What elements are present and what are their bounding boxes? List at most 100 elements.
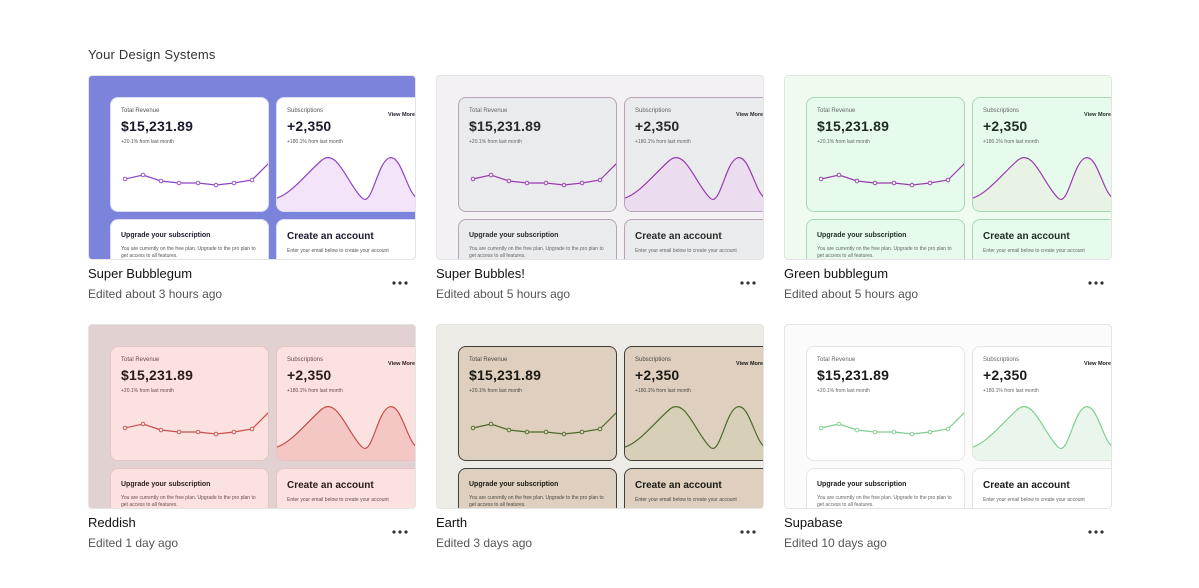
design-system-name[interactable]: Green bubblegum [784, 266, 889, 281]
total-revenue-label: Total Revenue [817, 108, 856, 114]
revenue-point [909, 431, 915, 437]
more-options-button[interactable] [390, 275, 410, 291]
subscriptions-value: +2,350 [287, 367, 332, 383]
more-options-button[interactable] [1086, 524, 1106, 540]
subscriptions-label: Subscriptions [287, 357, 324, 363]
revenue-point [561, 431, 567, 437]
subscriptions-label: Subscriptions [287, 108, 324, 114]
subscriptions-series-line [973, 157, 1111, 201]
subscriptions-area-chart [625, 406, 763, 460]
total-revenue-label: Total Revenue [469, 108, 508, 114]
design-system-preview[interactable]: Total Revenue $15,231.89 +20.1% from las… [436, 75, 764, 260]
upgrade-title: Upgrade your subscription [469, 232, 559, 239]
design-system-card[interactable]: Total Revenue $15,231.89 +20.1% from las… [436, 75, 764, 301]
revenue-point [945, 177, 951, 183]
view-more-link: View More [388, 361, 416, 367]
revenue-point [561, 182, 567, 188]
subscriptions-value: +2,350 [983, 118, 1028, 134]
create-account-panel: Create an account Enter your email below… [276, 219, 415, 259]
revenue-point [488, 421, 494, 427]
design-system-card[interactable]: Total Revenue $15,231.89 +20.1% from las… [88, 75, 416, 301]
create-account-description: Enter your email below to create your ac… [635, 248, 737, 254]
create-account-description: Enter your email below to create your ac… [983, 248, 1085, 254]
design-system-name[interactable]: Supabase [784, 515, 843, 530]
subscriptions-value: +2,350 [983, 367, 1028, 383]
revenue-point [249, 426, 255, 432]
revenue-point [945, 426, 951, 432]
subscriptions-change: +180.1% from last month [983, 388, 1039, 394]
more-options-button[interactable] [738, 275, 758, 291]
subscriptions-area-fill [973, 157, 1111, 211]
revenue-point [488, 172, 494, 178]
revenue-panel: Total Revenue $15,231.89 +20.1% from las… [458, 97, 617, 212]
revenue-point [579, 429, 585, 435]
design-system-preview[interactable]: Total Revenue $15,231.89 +20.1% from las… [784, 75, 1112, 260]
design-system-preview[interactable]: Total Revenue $15,231.89 +20.1% from las… [88, 324, 416, 509]
create-account-title: Create an account [983, 231, 1070, 242]
design-system-preview[interactable]: Total Revenue $15,231.89 +20.1% from las… [784, 324, 1112, 509]
design-system-card[interactable]: Total Revenue $15,231.89 +20.1% from las… [88, 324, 416, 550]
design-system-edited-time: Edited about 5 hours ago [784, 287, 919, 301]
revenue-point [249, 177, 255, 183]
subscriptions-change: +180.1% from last month [287, 388, 343, 394]
design-system-name[interactable]: Earth [436, 515, 468, 530]
design-system-edited-time: Edited about 5 hours ago [436, 287, 571, 301]
revenue-point [158, 427, 164, 433]
more-horizontal-icon [392, 530, 408, 534]
subscriptions-area-chart [277, 157, 415, 211]
revenue-point [872, 429, 878, 435]
more-options-button[interactable] [1086, 275, 1106, 291]
more-options-button[interactable] [390, 524, 410, 540]
more-options-button[interactable] [738, 524, 758, 540]
create-account-title: Create an account [287, 480, 374, 491]
subscriptions-area-chart [625, 157, 763, 211]
design-system-card[interactable]: Total Revenue $15,231.89 +20.1% from las… [784, 75, 1112, 301]
design-system-preview[interactable]: Total Revenue $15,231.89 +20.1% from las… [436, 324, 764, 509]
subscriptions-panel: Subscriptions View More +2,350 +180.1% f… [972, 97, 1111, 212]
total-revenue-value: $15,231.89 [817, 367, 890, 383]
create-account-panel: Create an account Enter your email below… [972, 468, 1111, 508]
revenue-point [579, 180, 585, 186]
subscriptions-panel: Subscriptions View More +2,350 +180.1% f… [276, 346, 416, 461]
revenue-point [140, 172, 146, 178]
total-revenue-label: Total Revenue [121, 357, 160, 363]
revenue-point [524, 429, 530, 435]
create-account-panel: Create an account Enter your email below… [624, 468, 763, 508]
upgrade-description: You are currently on the free plan. Upgr… [121, 246, 256, 259]
revenue-point [470, 425, 476, 431]
design-system-edited-time: Edited 1 day ago [88, 536, 179, 550]
subscriptions-change: +180.1% from last month [635, 388, 691, 394]
total-revenue-label: Total Revenue [121, 108, 160, 114]
design-system-name[interactable]: Super Bubbles! [436, 266, 525, 281]
subscriptions-label: Subscriptions [983, 357, 1020, 363]
revenue-point [597, 177, 603, 183]
revenue-point [543, 429, 549, 435]
revenue-panel: Total Revenue $15,231.89 +20.1% from las… [806, 346, 965, 461]
revenue-point [122, 176, 128, 182]
upgrade-description: You are currently on the free plan. Upgr… [121, 495, 256, 508]
create-account-description: Enter your email below to create your ac… [287, 248, 389, 254]
revenue-point [231, 180, 237, 186]
create-account-panel: Create an account Enter your email below… [276, 468, 415, 508]
revenue-panel: Total Revenue $15,231.89 +20.1% from las… [458, 346, 617, 461]
upgrade-title: Upgrade your subscription [817, 481, 907, 488]
design-system-name[interactable]: Reddish [88, 515, 136, 530]
total-revenue-label: Total Revenue [817, 357, 856, 363]
design-system-name[interactable]: Super Bubblegum [88, 266, 193, 281]
revenue-point [872, 180, 878, 186]
upgrade-panel: Upgrade your subscription You are curren… [110, 468, 269, 508]
create-account-title: Create an account [287, 231, 374, 242]
subscriptions-area-fill [973, 406, 1111, 460]
revenue-panel: Total Revenue $15,231.89 +20.1% from las… [110, 346, 269, 461]
subscriptions-panel: Subscriptions View More +2,350 +180.1% f… [276, 97, 415, 212]
subscriptions-area-chart [277, 406, 415, 460]
design-system-card[interactable]: Total Revenue $15,231.89 +20.1% from las… [784, 324, 1112, 550]
subscriptions-series-line [625, 406, 763, 450]
subscriptions-value: +2,350 [287, 118, 332, 134]
design-system-preview[interactable]: Total Revenue $15,231.89 +20.1% from las… [88, 75, 416, 260]
subscriptions-area-fill [625, 157, 763, 211]
revenue-point [854, 427, 860, 433]
revenue-point [891, 429, 897, 435]
total-revenue-value: $15,231.89 [817, 118, 890, 134]
design-system-card[interactable]: Total Revenue $15,231.89 +20.1% from las… [436, 324, 764, 550]
